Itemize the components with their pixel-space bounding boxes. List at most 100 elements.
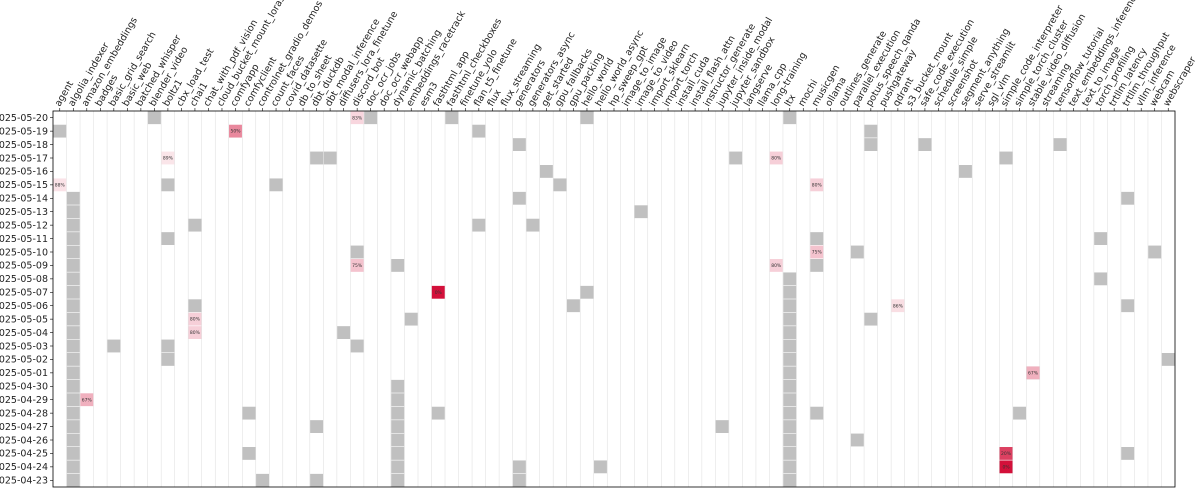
heatmap-cell-nodata: [553, 178, 567, 192]
heatmap-cell-rate: [431, 285, 445, 299]
heatmap-cell-nodata: [256, 473, 269, 487]
cell-rate-label: 67%: [1028, 370, 1039, 376]
heatmap-cell-nodata: [391, 473, 405, 487]
cell-rate-label: 80%: [771, 156, 782, 162]
heatmap-cell-nodata: [864, 138, 878, 151]
heatmap-cell-nodata: [66, 393, 80, 407]
heatmap-cell-nodata: [783, 353, 797, 366]
heatmap-cell-nodata: [580, 111, 594, 125]
heatmap-cell-rate: [810, 178, 824, 192]
heatmap-cell-nodata: [66, 259, 80, 272]
heatmap-cell-nodata: [66, 473, 80, 487]
heatmap-cell-nodata: [66, 353, 80, 366]
cell-rate-label: 80%: [812, 182, 823, 188]
heatmap-cell-rate: [891, 299, 905, 313]
heatmap-cell-rate: [350, 111, 364, 125]
heatmap-cell-rate: [1026, 366, 1040, 380]
heatmap-cell-nodata: [445, 111, 459, 125]
heatmap-cell-nodata: [66, 191, 80, 205]
heatmap-cell-nodata: [594, 460, 607, 474]
cell-layer: 83% 50% 89% 80% 88% 80% 75% 75% 80% 0% 86% 80% 80% 67…: [53, 111, 1175, 487]
heatmap-cell-rate: [350, 259, 364, 272]
heatmap-cell-nodata: [431, 406, 445, 420]
heatmap-cell-nodata: [66, 218, 80, 232]
column-labels: agentalgolia_indexeramazon_embeddingsbad…: [53, 0, 1199, 111]
cell-rate-label: 20%: [1001, 451, 1012, 457]
heatmap-cell-nodata: [107, 339, 121, 353]
heatmap-cell-nodata: [783, 272, 797, 286]
heatmap-cell-nodata: [783, 312, 797, 326]
heatmap-cell-nodata: [1013, 406, 1027, 420]
heatmap-cell-nodata: [783, 366, 797, 380]
heatmap-cell-nodata: [310, 420, 324, 433]
heatmap-cell-nodata: [1161, 353, 1175, 366]
heatmap-cell-nodata: [66, 232, 80, 245]
heatmap-cell-nodata: [512, 460, 526, 474]
heatmap-cell-nodata: [66, 447, 80, 460]
heatmap-cell-nodata: [512, 191, 526, 205]
heatmap-cell-nodata: [161, 178, 175, 192]
heatmap-cell-nodata: [269, 178, 283, 192]
heatmap-cell-nodata: [391, 259, 405, 272]
heatmap-cell-rate: [229, 124, 242, 138]
heatmap-cell-nodata: [810, 259, 824, 272]
heatmap-cell-nodata: [66, 299, 80, 313]
heatmap-cell-nodata: [783, 379, 797, 393]
heatmap-cell-nodata: [566, 299, 580, 313]
heatmap-cell-nodata: [472, 124, 486, 138]
heatmap-cell-nodata: [66, 205, 80, 219]
heatmap-cell-nodata: [1121, 191, 1135, 205]
heatmap-cell-nodata: [959, 165, 972, 178]
cell-rate-label: 80%: [771, 263, 782, 269]
heatmap-cell-nodata: [783, 447, 797, 460]
heatmap-cell-rate: [53, 178, 67, 192]
heatmap-cell-nodata: [66, 460, 80, 474]
heatmap-cell-nodata: [783, 285, 797, 299]
heatmap-cell-rate: [769, 259, 783, 272]
heatmap-cell-nodata: [512, 473, 526, 487]
heatmap-cell-nodata: [783, 339, 797, 353]
heatmap-cell-nodata: [66, 312, 80, 326]
heatmap-cell-nodata: [66, 433, 80, 447]
heatmap-cell-nodata: [999, 151, 1013, 165]
heatmap-cell-nodata: [66, 379, 80, 393]
heatmap-cell-rate: [188, 326, 202, 339]
heatmap-cell-nodata: [526, 218, 540, 232]
heatmap-cell-nodata: [634, 205, 648, 219]
plot-frame: [52, 110, 1176, 488]
heatmap-cell-nodata: [66, 339, 80, 353]
heatmap-cell-nodata: [147, 111, 161, 125]
heatmap-cell-nodata: [783, 326, 797, 339]
cell-rate-label: 89%: [163, 156, 174, 162]
cell-rate-label: 75%: [812, 250, 823, 256]
heatmap-cell-nodata: [391, 379, 405, 393]
column-label: ltx: [783, 92, 799, 108]
heatmap-cell-nodata: [337, 326, 351, 339]
cell-rate-label: 80%: [190, 330, 201, 336]
heatmap-cell-nodata: [1148, 245, 1162, 259]
heatmap-cell-nodata: [66, 326, 80, 339]
heatmap-cell-nodata: [864, 124, 878, 138]
